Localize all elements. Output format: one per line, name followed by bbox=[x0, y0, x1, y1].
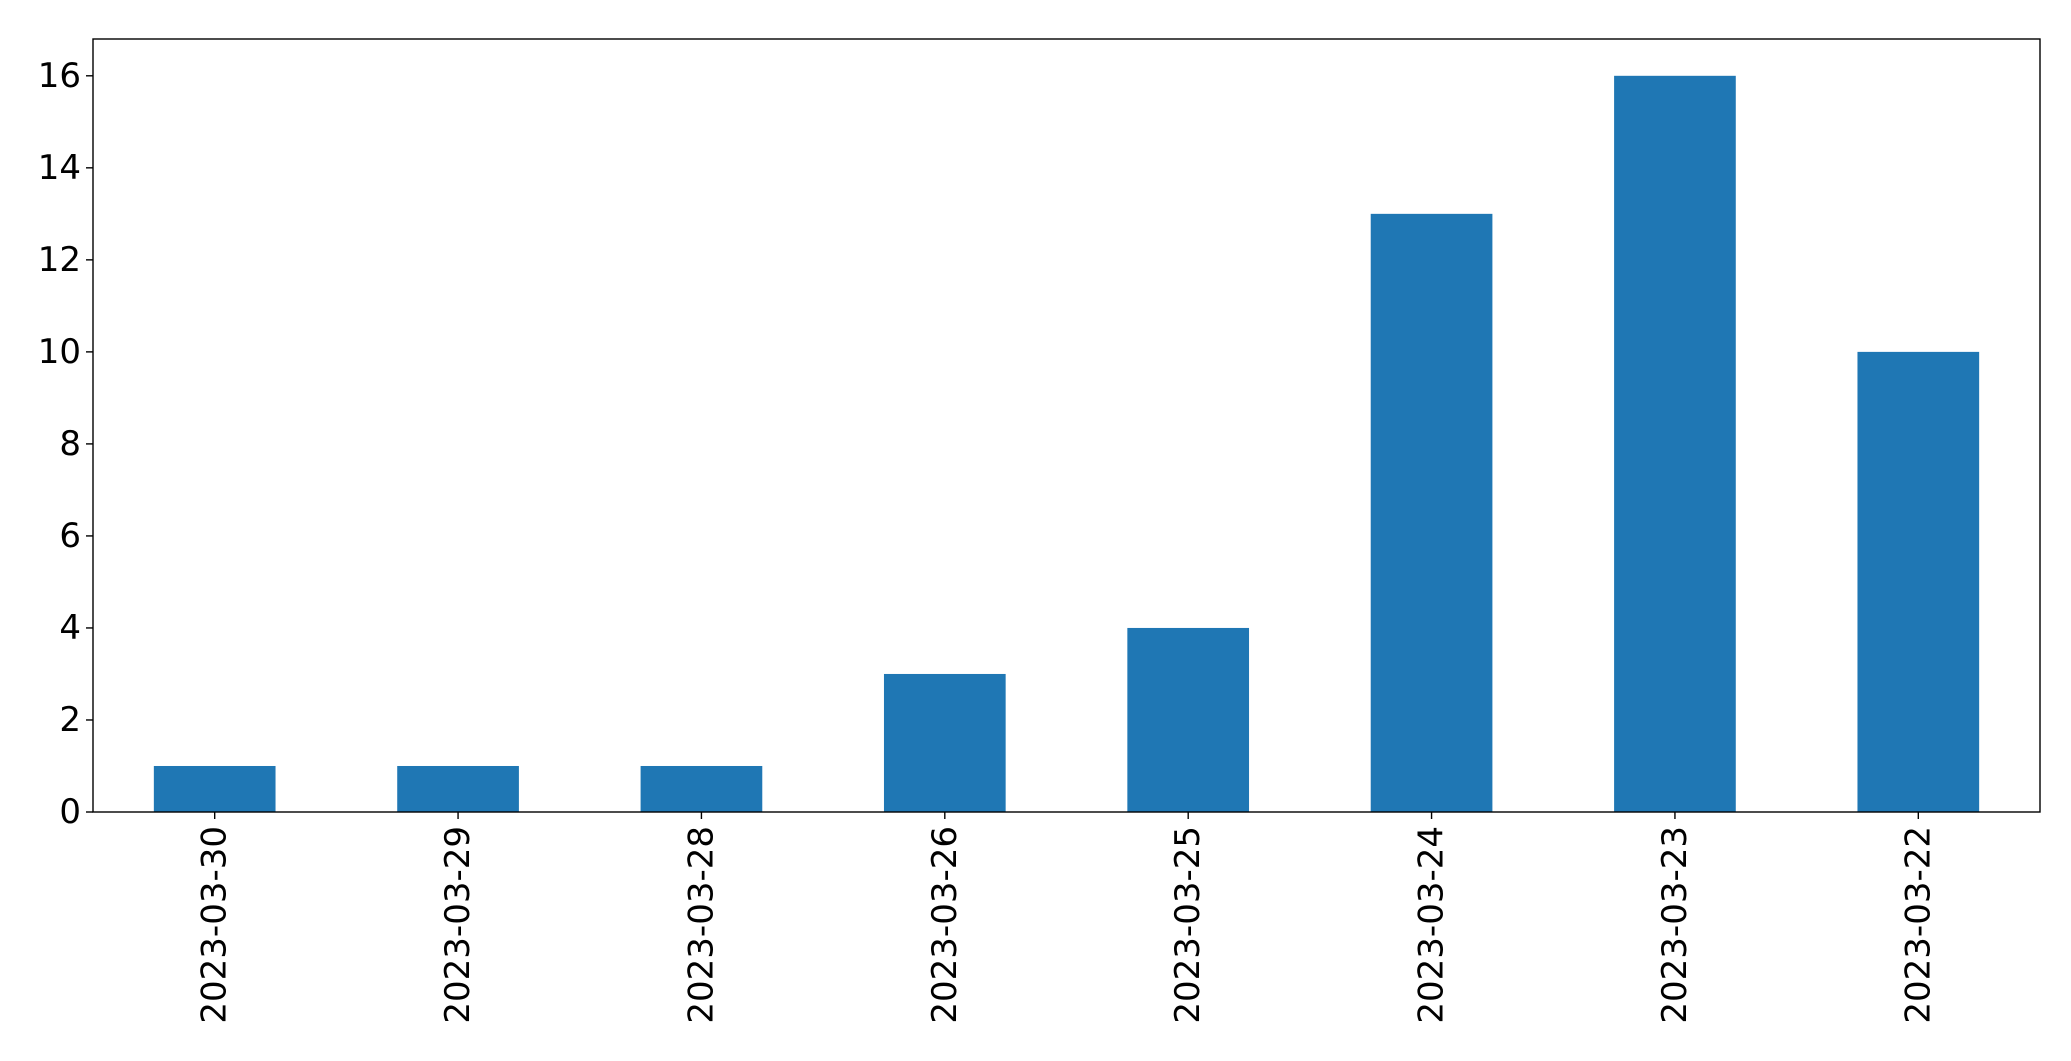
x-tick-label: 2023-03-25 bbox=[1168, 826, 1208, 1024]
bar-2023-03-30 bbox=[153, 765, 276, 812]
x-tick-label: 2023-03-23 bbox=[1655, 826, 1695, 1024]
bar-2023-03-26 bbox=[883, 673, 1006, 812]
y-tick-label: 2 bbox=[59, 700, 81, 740]
y-tick-label: 0 bbox=[59, 792, 81, 832]
y-tick-label: 10 bbox=[38, 332, 81, 372]
y-axis: 0 2 4 6 8 10 12 14 16 bbox=[38, 56, 93, 832]
bar-2023-03-28 bbox=[640, 765, 763, 812]
x-tick-label: 2023-03-29 bbox=[438, 826, 478, 1024]
x-tick-label: 2023-03-26 bbox=[925, 826, 965, 1024]
y-tick-label: 8 bbox=[59, 424, 81, 464]
y-tick-label: 14 bbox=[38, 148, 81, 188]
bar-2023-03-29 bbox=[397, 765, 519, 812]
bar-2023-03-24 bbox=[1370, 213, 1493, 813]
x-axis: 2023-03-30 2023-03-29 2023-03-28 2023-03-26… bbox=[195, 812, 1938, 1024]
y-tick-label: 4 bbox=[59, 608, 81, 648]
x-tick-label: 2023-03-24 bbox=[1412, 826, 1452, 1024]
x-tick-label: 2023-03-22 bbox=[1898, 826, 1938, 1024]
bars-group bbox=[153, 75, 1980, 813]
y-tick-label: 6 bbox=[59, 516, 81, 556]
bar-2023-03-25 bbox=[1127, 627, 1250, 812]
plot-area-frame bbox=[92, 38, 2041, 813]
bar-2023-03-22 bbox=[1857, 351, 1980, 812]
bar-2023-03-23 bbox=[1614, 75, 1736, 813]
x-tick-label: 2023-03-30 bbox=[195, 826, 235, 1024]
y-tick-label: 12 bbox=[38, 240, 81, 280]
y-tick-label: 16 bbox=[38, 56, 81, 96]
x-tick-label: 2023-03-28 bbox=[681, 826, 721, 1024]
